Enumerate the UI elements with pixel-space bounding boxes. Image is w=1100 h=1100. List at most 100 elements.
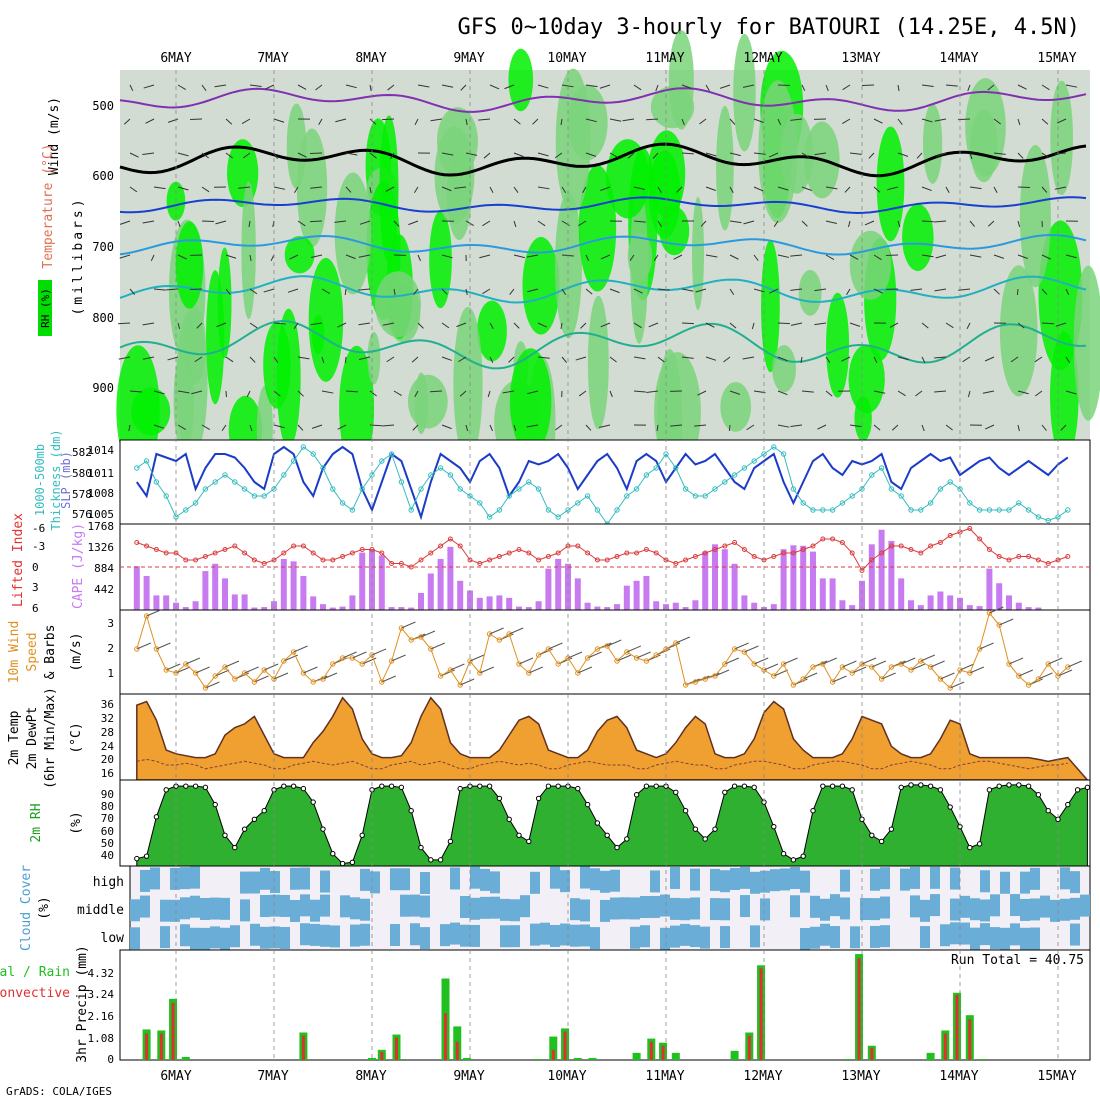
cloud-block [820,923,830,946]
wind-barb [273,356,279,363]
cloud-block [600,899,610,922]
wind-barb [753,118,764,124]
lifted-index-point [947,533,953,538]
cloud-block [530,871,540,894]
rh-point [457,785,463,792]
wind-barb [609,118,622,122]
rh-point [927,783,934,789]
wind-speed-point [986,610,993,616]
cloud-block [670,866,680,889]
wind-speed-point [800,676,806,682]
rh2m-units: (%) [69,811,84,834]
rh-shade [605,139,650,219]
wind-barb [681,152,694,155]
lifted-index-point [683,557,689,563]
wind-speed-point [888,664,895,670]
wind-barb [241,118,251,124]
wind-barb [201,186,210,193]
wind10-barb [136,642,151,650]
wind-barb [769,288,779,294]
wind-barb [873,118,883,124]
rh-shade [1038,220,1083,371]
wind-barb [1041,84,1050,91]
wind-barb [294,186,299,193]
cloud-block [250,871,260,894]
wind-barb [358,254,371,258]
wind-barb [967,390,971,398]
wind-speed-point [310,679,316,685]
cloud-block [1020,927,1030,950]
wind-barb [694,424,707,427]
wind-barb [751,322,755,330]
wind-barb [897,118,903,125]
lifted-index-point [251,557,257,563]
wind-barb [921,118,933,123]
rain-convective-bar [943,1033,947,1060]
wind-barb [849,254,859,260]
cloud-block [190,866,200,889]
thickness-point [300,444,307,450]
thickness-point [241,486,248,492]
wind-barb [936,152,947,157]
wind-barb [728,424,731,432]
wind-barb [297,424,304,431]
temp-tick: 24 [101,740,115,753]
wind10-barb [303,666,318,674]
rh-shade [720,382,752,432]
wind-speed-point [996,622,1002,628]
cloud-block [690,897,700,920]
cloud-panel: high middle low Cloud Cover (%) [19,865,1091,951]
rain-convective-bar [395,1037,398,1060]
rain-total-bar [549,1036,558,1060]
wind-barb [849,152,862,155]
wind-barb [177,186,189,191]
wind-barb [801,390,814,393]
wind-speed-point [222,664,228,670]
upper-tick-label: 600 [92,169,114,183]
cape-bar [143,575,150,610]
wind10-barb [959,663,975,671]
cloud-block [180,897,190,920]
cape-bar [182,607,189,610]
wind-barb [969,152,973,160]
date-label: 8MAY [355,1069,386,1084]
precip-tick: 2.16 [88,1010,115,1023]
cloud-block [1000,927,1010,950]
rh-point [624,836,630,842]
rh-point [1016,782,1022,788]
thickness-point [731,472,738,478]
date-label: 14MAY [939,51,978,66]
cape-bar [721,549,728,610]
cape-bar [741,595,748,610]
wind-barb [849,424,862,428]
wind10-barb [175,666,191,674]
cloud-block [820,898,830,921]
cloud-block [570,924,580,947]
rh-shade [854,395,872,442]
cloud-block [750,871,760,894]
thickness-point [614,507,620,513]
cloud-block [580,924,590,947]
wind-barb [889,322,899,328]
wind-barb [801,186,812,191]
cloud-block [720,926,730,949]
wind-speed-point [535,652,542,658]
rh-shade [1050,80,1073,196]
thickness-point [555,514,561,520]
wind-barb [873,356,878,364]
upper-air-panel: 500 600 700 800 900 (millibars) Wind (m/… [38,30,1100,503]
cloud-block [990,894,1000,917]
wind-barb [129,152,139,158]
wind-speed-point [457,682,463,688]
rain-convective-bar [759,968,763,1060]
wind-barb [297,220,306,227]
wind-speed-point [780,661,787,667]
wind10-barb [783,657,798,665]
wind-barb [705,254,718,258]
wind-barb [585,152,597,157]
rh-point [918,782,924,788]
wind-barb [177,84,187,90]
rh-shade [902,203,934,272]
wind-barb [225,288,231,295]
chart-title: GFS 0~10day 3-hourly for BATOURI (14.25E… [457,15,1080,40]
